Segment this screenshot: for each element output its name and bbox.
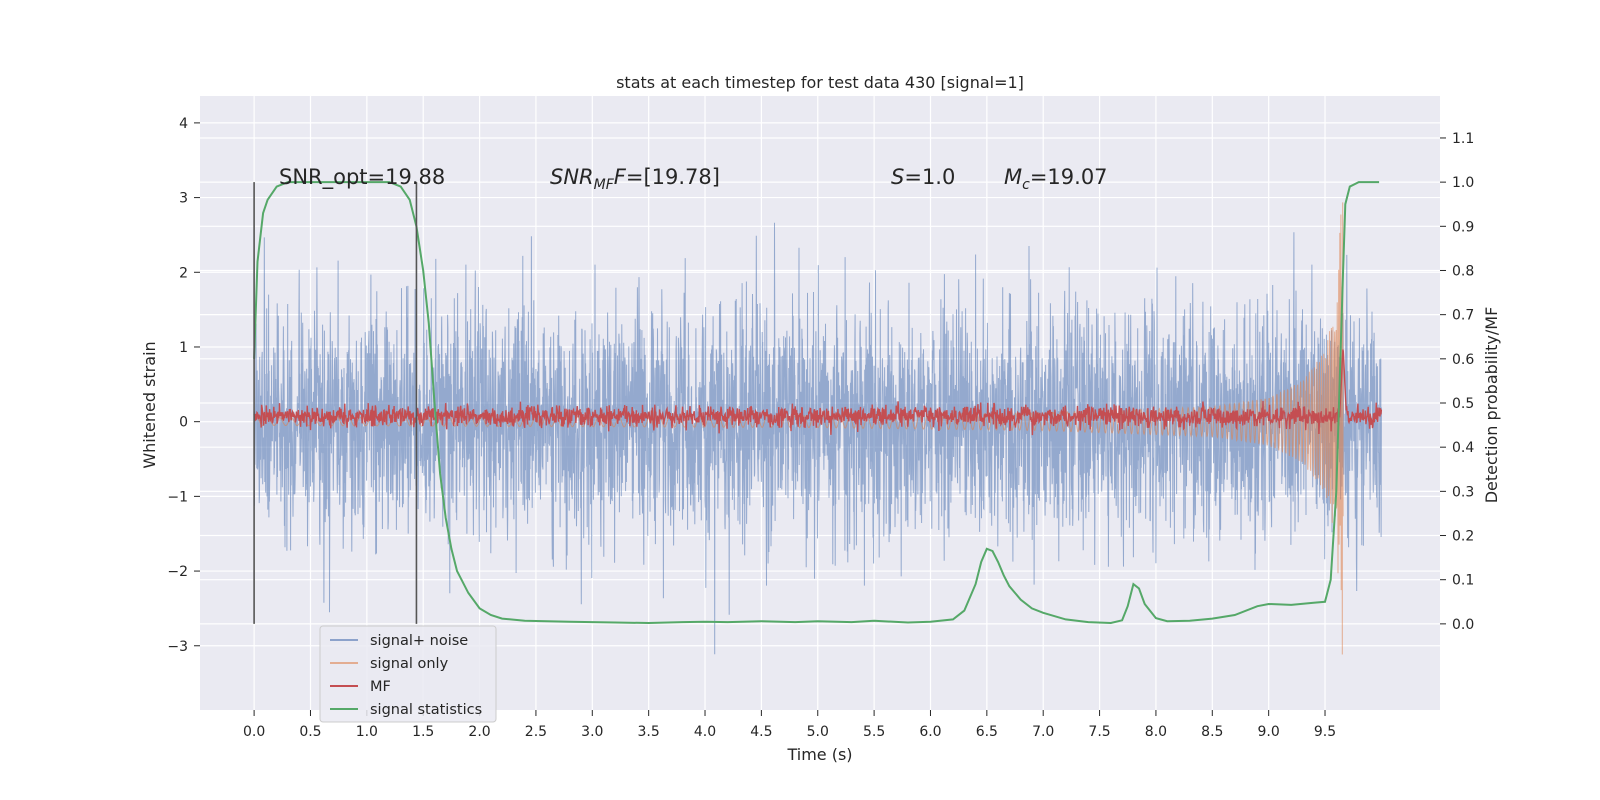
x-tick-label: 1.5 — [412, 724, 434, 740]
legend-label: signal only — [370, 656, 449, 672]
y2-tick-label: 0.3 — [1452, 484, 1474, 500]
series-mf-line — [253, 349, 1383, 436]
x-tick-label: 7.5 — [1088, 724, 1110, 740]
x-tick-label: 4.0 — [694, 724, 716, 740]
x-tick-label: 1.0 — [356, 724, 378, 740]
x-tick-label: 8.0 — [1145, 724, 1167, 740]
y2-tick-label: 0.9 — [1452, 219, 1474, 235]
legend-label: signal statistics — [370, 702, 482, 718]
y2-tick-label: 0.8 — [1452, 263, 1474, 279]
x-tick-label: 3.5 — [638, 724, 660, 740]
legend-label: MF — [370, 679, 391, 695]
y2-tick-label: 0.0 — [1452, 617, 1474, 633]
y-tick-label: 4 — [179, 116, 188, 132]
y2-axis-label: Detection probability/MF — [1482, 307, 1501, 504]
y2-tick-label: 0.7 — [1452, 308, 1474, 324]
y-tick-label: 2 — [179, 265, 188, 281]
x-tick-label: 7.0 — [1032, 724, 1054, 740]
legend: signal+ noise signal only MF signal statist… — [319, 625, 497, 723]
grid — [200, 96, 1440, 710]
y2-tick-label: 1.1 — [1452, 131, 1474, 147]
y2-tick-label: 0.1 — [1452, 573, 1474, 589]
y-tick-label: −3 — [167, 639, 188, 655]
annotation-s: S=1.0 — [891, 165, 955, 189]
y2-tick-label: 0.5 — [1452, 396, 1474, 412]
y-axis-left: −3 −2 −1 0 1 2 3 4 — [167, 116, 200, 655]
x-tick-label: 9.5 — [1314, 724, 1336, 740]
y-tick-label: 0 — [179, 415, 188, 431]
x-tick-label: 4.5 — [750, 724, 772, 740]
vertical-markers — [253, 182, 418, 624]
x-tick-label: 2.0 — [468, 724, 490, 740]
x-tick-label: 5.0 — [807, 724, 829, 740]
series-signal-noise-line — [253, 222, 1382, 655]
y2-tick-label: 1.0 — [1452, 175, 1474, 191]
y-axis-right: 0.0 0.1 0.2 0.3 0.4 0.5 0.6 0.7 0.8 0.9 1.0 1.1 — [1440, 131, 1474, 633]
series-layer — [253, 181, 1383, 655]
legend-box — [319, 625, 497, 723]
x-tick-label: 8.5 — [1201, 724, 1223, 740]
annotation-snr-opt: SNR_opt=19.88 — [279, 165, 445, 190]
x-tick-label: 6.5 — [976, 724, 998, 740]
x-tick-label: 0.5 — [299, 724, 321, 740]
legend-label: signal+ noise — [370, 633, 468, 649]
chart-title: stats at each timestep for test data 430… — [616, 73, 1024, 92]
x-axis-label: Time (s) — [786, 745, 852, 764]
x-tick-label: 6.0 — [919, 724, 941, 740]
y2-tick-label: 0.2 — [1452, 529, 1474, 545]
x-tick-label: 5.5 — [863, 724, 885, 740]
annotation-mc: Mc=19.07 — [1004, 165, 1108, 193]
y-axis-label: Whitened strain — [140, 341, 159, 468]
series-signal-statistics-line — [253, 181, 1380, 625]
x-tick-label: 3.0 — [581, 724, 603, 740]
y-tick-label: 1 — [179, 340, 188, 356]
y2-tick-label: 0.4 — [1452, 440, 1474, 456]
y-tick-label: −2 — [167, 564, 188, 580]
y2-tick-label: 0.6 — [1452, 352, 1474, 368]
y-tick-label: −1 — [167, 489, 188, 505]
y-tick-label: 3 — [179, 191, 188, 207]
x-axis: 0.0 0.5 1.0 1.5 2.0 2.5 3.0 3.5 4.0 4.5 5.0 5.5 6.0 6… — [243, 710, 1336, 740]
x-tick-label: 0.0 — [243, 724, 265, 740]
x-tick-label: 2.5 — [525, 724, 547, 740]
annotation-snr-mf: SNRMFF=[19.78] — [550, 165, 720, 193]
x-tick-label: 9.0 — [1258, 724, 1280, 740]
